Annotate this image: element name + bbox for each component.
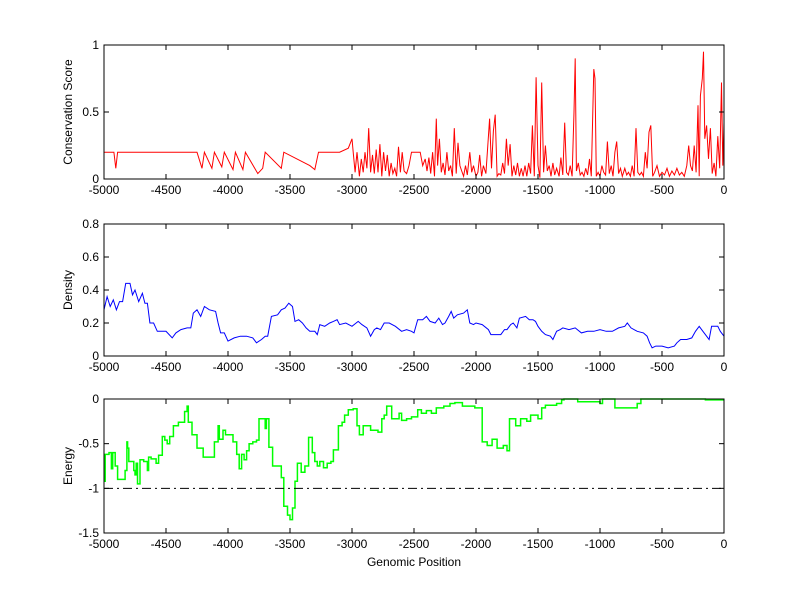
x-axis-label: Genomic Position bbox=[367, 555, 461, 569]
x-tick-label: -2000 bbox=[461, 537, 492, 551]
x-tick-label: -2000 bbox=[461, 360, 492, 374]
x-tick-label: -3500 bbox=[275, 183, 306, 197]
y-tick-label: 0.6 bbox=[82, 250, 99, 264]
energy-axes: -5000 -4500 -4000 -3500 -3000 -2500 -2000 -1500… bbox=[61, 392, 728, 569]
x-tick-label: 0 bbox=[721, 183, 728, 197]
x-tick-label: 0 bbox=[721, 537, 728, 551]
y-tick-label: 0 bbox=[92, 392, 99, 406]
x-tick-label: -2500 bbox=[399, 183, 430, 197]
x-tick-label: -4000 bbox=[213, 537, 244, 551]
x-tick-label: -500 bbox=[650, 537, 674, 551]
x-tick-label: -2500 bbox=[399, 537, 430, 551]
x-tick-label: -4500 bbox=[151, 537, 182, 551]
data-series-line bbox=[104, 51, 724, 179]
conservation-axes: -5000 -4500 -4000 -3500 -3000 -2500 -2000 -1500… bbox=[61, 38, 728, 197]
x-tick-label: -3000 bbox=[337, 537, 368, 551]
data-series-line bbox=[104, 398, 724, 521]
y-tick-label: 0.4 bbox=[82, 283, 99, 297]
y-tick-label: 0.5 bbox=[82, 105, 99, 119]
x-tick-label: -5000 bbox=[89, 360, 120, 374]
x-tick-label: -4000 bbox=[213, 360, 244, 374]
data-series-line bbox=[104, 282, 724, 349]
x-tick-label: -5000 bbox=[89, 183, 120, 197]
x-tick-label: -1000 bbox=[585, 360, 616, 374]
y-tick-label: 0 bbox=[92, 172, 99, 186]
x-tick-label: -500 bbox=[650, 360, 674, 374]
y-tick-label: 0 bbox=[92, 349, 99, 363]
x-tick-label: -3000 bbox=[337, 183, 368, 197]
x-tick-label: 0 bbox=[721, 360, 728, 374]
y-tick-label: 1 bbox=[92, 38, 99, 52]
x-tick-label: -1500 bbox=[523, 183, 554, 197]
y-tick-label: -1 bbox=[88, 481, 99, 495]
x-tick-label: -3500 bbox=[275, 360, 306, 374]
x-tick-label: -1000 bbox=[585, 537, 616, 551]
x-tick-label: -500 bbox=[650, 183, 674, 197]
y-axis-label: Density bbox=[61, 270, 75, 310]
x-tick-label: -1500 bbox=[523, 360, 554, 374]
y-tick-label: -1.5 bbox=[78, 526, 99, 540]
y-axis-label: Energy bbox=[61, 447, 75, 485]
y-tick-label: -0.5 bbox=[78, 437, 99, 451]
x-tick-label: -4000 bbox=[213, 183, 244, 197]
x-tick-label: -5000 bbox=[89, 537, 120, 551]
y-axis-label: Conservation Score bbox=[61, 59, 75, 165]
x-tick-label: -1000 bbox=[585, 183, 616, 197]
y-tick-label: 0.2 bbox=[82, 316, 99, 330]
y-tick-label: 0.8 bbox=[82, 217, 99, 231]
x-tick-label: -4500 bbox=[151, 360, 182, 374]
x-tick-label: -1500 bbox=[523, 537, 554, 551]
x-tick-label: -3500 bbox=[275, 537, 306, 551]
x-tick-label: -2000 bbox=[461, 183, 492, 197]
x-tick-label: -2500 bbox=[399, 360, 430, 374]
x-tick-label: -4500 bbox=[151, 183, 182, 197]
x-tick-label: -3000 bbox=[337, 360, 368, 374]
density-axes: -5000 -4500 -4000 -3500 -3000 -2500 -2000 -1500… bbox=[61, 217, 728, 374]
